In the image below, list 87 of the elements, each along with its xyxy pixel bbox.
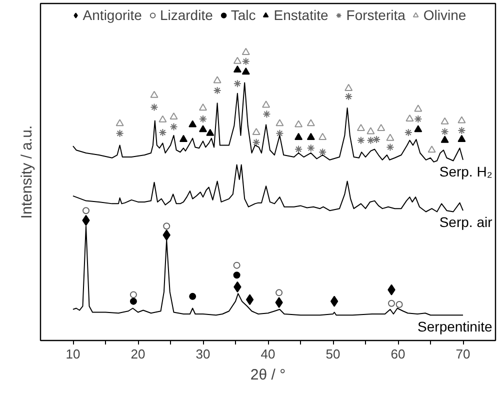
point <box>440 117 449 124</box>
point <box>440 136 449 143</box>
point <box>294 145 303 154</box>
point <box>130 291 137 298</box>
series-label: Serp. H₂ <box>439 163 492 180</box>
point <box>406 114 414 122</box>
series-label: Serpentinite <box>418 318 492 335</box>
point <box>252 138 260 146</box>
point <box>242 68 250 75</box>
point <box>306 132 315 140</box>
point <box>233 65 242 73</box>
point <box>414 104 422 112</box>
legend-label: Lizardite <box>160 7 213 23</box>
point <box>116 119 124 126</box>
point <box>356 136 365 144</box>
point <box>386 143 394 152</box>
point <box>150 103 158 112</box>
x-tick-label: 30 <box>196 346 210 362</box>
point <box>262 100 270 108</box>
point <box>242 57 250 66</box>
point <box>130 298 137 305</box>
point <box>372 135 381 144</box>
point <box>356 124 365 132</box>
point <box>262 110 271 118</box>
point <box>233 56 242 64</box>
point <box>189 292 196 300</box>
legend-label: Olivine <box>423 7 466 23</box>
point <box>199 104 207 111</box>
point <box>396 301 403 308</box>
point <box>252 128 260 136</box>
x-tick-label: 40 <box>260 346 276 362</box>
point <box>366 136 375 144</box>
x-axis-title: 2θ / ° <box>250 366 286 384</box>
point <box>276 129 284 138</box>
point <box>428 146 436 153</box>
point <box>318 132 327 140</box>
series-label: Serp. air <box>439 214 493 230</box>
point <box>213 86 222 94</box>
point <box>82 207 90 214</box>
x-tick-label: 10 <box>66 346 80 362</box>
legend-label: Talc <box>230 7 256 23</box>
point <box>306 119 315 126</box>
point <box>170 122 178 131</box>
point <box>458 126 466 135</box>
point <box>188 120 197 128</box>
point <box>276 119 284 126</box>
point <box>294 120 303 128</box>
point <box>377 124 386 132</box>
point <box>158 128 167 137</box>
x-tick-label: 70 <box>456 346 470 362</box>
point <box>150 90 158 98</box>
x-tick-label: 60 <box>390 346 406 362</box>
point <box>306 144 315 152</box>
point <box>199 125 207 132</box>
point <box>294 132 303 140</box>
point <box>330 296 338 307</box>
point <box>233 80 242 88</box>
x-tick-label: 50 <box>326 346 340 362</box>
point <box>170 112 178 120</box>
point <box>233 262 240 269</box>
point <box>199 115 207 123</box>
point <box>414 115 422 123</box>
point <box>213 76 222 84</box>
legend-label: Antigorite <box>82 7 142 23</box>
point <box>344 92 353 101</box>
point <box>242 48 250 55</box>
point <box>276 289 283 296</box>
point <box>458 134 466 142</box>
point <box>116 129 124 138</box>
point <box>404 128 412 137</box>
point <box>366 127 375 134</box>
point <box>440 128 449 136</box>
y-axis-title: Intensity / a.u. <box>18 125 36 219</box>
legend-label: Enstatite <box>274 7 328 23</box>
point <box>233 272 240 279</box>
point <box>388 300 395 307</box>
point <box>458 116 466 124</box>
x-tick-label: 20 <box>130 346 146 362</box>
point <box>386 134 394 141</box>
legend-label: Forsterita <box>346 7 406 23</box>
point <box>158 115 167 122</box>
point <box>414 125 422 132</box>
point <box>163 222 170 230</box>
point <box>246 294 254 306</box>
point <box>180 134 188 142</box>
point <box>206 128 214 136</box>
point <box>344 84 353 91</box>
